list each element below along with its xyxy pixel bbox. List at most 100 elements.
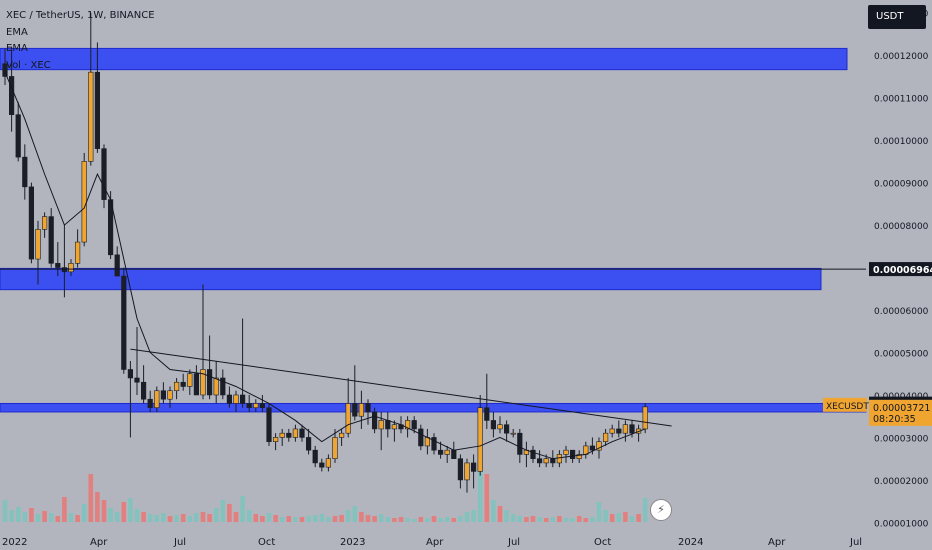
zones-layer xyxy=(0,47,867,413)
volume-bar xyxy=(108,508,113,522)
volume-bar xyxy=(596,502,602,522)
candle-body xyxy=(68,263,74,273)
candle-body xyxy=(431,437,437,451)
volume-bar xyxy=(134,509,140,522)
x-tick-label: Apr xyxy=(90,537,108,548)
volume-bar xyxy=(306,516,311,522)
candle-body xyxy=(325,458,332,468)
volume-bar xyxy=(128,498,133,522)
volume-bar xyxy=(286,516,292,522)
volume-bar xyxy=(312,515,318,522)
indicator-volume[interactable]: Vol · XEC xyxy=(6,60,51,71)
volume-bar xyxy=(227,504,232,522)
volume-bar xyxy=(180,514,186,522)
volume-bar xyxy=(392,518,397,522)
volume-bar xyxy=(240,496,245,522)
volume-bar xyxy=(464,512,470,522)
y-tick-label: 0.00008000 xyxy=(874,222,929,232)
candle-body xyxy=(550,458,556,464)
candle-body xyxy=(286,432,292,438)
candle-body xyxy=(253,403,259,409)
x-tick-label: Jul xyxy=(507,537,520,548)
candle-body xyxy=(121,275,127,370)
last-price: 0.00003721 xyxy=(873,403,930,414)
candle-body xyxy=(167,390,173,400)
volume-bar xyxy=(642,498,648,522)
volume-bar xyxy=(557,516,562,522)
candle-body xyxy=(319,462,325,468)
candle-body xyxy=(220,377,226,396)
volume-bar xyxy=(550,517,556,522)
candle-body xyxy=(246,403,252,409)
time-axis[interactable]: 2022 Apr Jul Oct 2023 Apr Jul Oct 2024 Apr Jul xyxy=(2,537,862,548)
volume-bar xyxy=(81,504,87,522)
candle-body xyxy=(240,394,246,404)
candle-body xyxy=(193,373,200,396)
volume-bar xyxy=(411,519,417,522)
candle-body xyxy=(602,432,609,442)
candle-body xyxy=(9,76,15,115)
candle-body xyxy=(141,381,147,400)
volume-bar xyxy=(187,516,193,522)
candle-body xyxy=(279,432,285,438)
volume-bar xyxy=(491,500,496,522)
bar-countdown: 08:20:35 xyxy=(873,414,916,425)
candle-body xyxy=(35,229,41,260)
candle-body xyxy=(444,449,450,455)
candle-body xyxy=(48,216,54,264)
volume-bar xyxy=(207,514,212,522)
volume-bar xyxy=(497,506,503,522)
volume-bar xyxy=(55,516,61,522)
volume-bar xyxy=(576,516,582,522)
candle-body xyxy=(2,63,8,77)
candle-body xyxy=(75,241,81,264)
zone-0 xyxy=(0,47,848,71)
y-tick-label: 0.00009000 xyxy=(874,180,929,190)
volume-bar xyxy=(121,502,127,522)
price-label-box xyxy=(869,262,932,277)
candle-body xyxy=(596,441,602,451)
candle-body xyxy=(266,407,272,442)
volume-bar xyxy=(48,513,54,522)
volume-bar xyxy=(385,517,391,522)
price-labels: 0.000069640.000037960.00003608XECUSDT0.0… xyxy=(823,262,932,426)
candle-body xyxy=(292,428,299,438)
lightning-icon[interactable]: ⚡ xyxy=(650,499,672,521)
candle-body xyxy=(207,369,213,396)
currency-button[interactable]: USDT xyxy=(868,5,926,29)
volume-bar xyxy=(220,500,226,522)
volume-bar xyxy=(114,512,120,522)
volume-bar xyxy=(629,516,635,522)
candle-body xyxy=(543,458,549,464)
volume-bar xyxy=(2,500,8,522)
indicator-ema-1[interactable]: EMA xyxy=(6,27,28,38)
volume-bar xyxy=(444,517,450,522)
price-label: 0.00006964 xyxy=(873,265,932,276)
candle-body xyxy=(391,424,398,430)
candle-body xyxy=(517,432,523,455)
candle-body xyxy=(114,254,120,277)
x-tick-label: Jul xyxy=(173,537,186,548)
y-tick-label: 0.00003000 xyxy=(874,434,929,444)
candle-body xyxy=(305,437,312,451)
volume-bar xyxy=(372,516,377,522)
volume-bar xyxy=(425,518,430,522)
candle-body xyxy=(134,377,140,383)
candle-body xyxy=(94,71,100,149)
candles-layer xyxy=(2,12,648,493)
candle-body xyxy=(88,71,94,162)
volume-bar xyxy=(147,514,153,522)
x-tick-label: Apr xyxy=(426,537,444,548)
candle-body xyxy=(589,445,595,451)
candle-body xyxy=(345,403,351,434)
candle-body xyxy=(81,161,87,243)
candle-body xyxy=(629,424,635,434)
volume-bar xyxy=(326,517,331,522)
trend-line xyxy=(130,348,672,427)
candle-body xyxy=(622,424,628,434)
volume-bar xyxy=(273,515,278,522)
volume-bar xyxy=(431,516,437,522)
indicator-ema-2[interactable]: EMA xyxy=(6,43,28,54)
volume-bar xyxy=(609,514,615,522)
